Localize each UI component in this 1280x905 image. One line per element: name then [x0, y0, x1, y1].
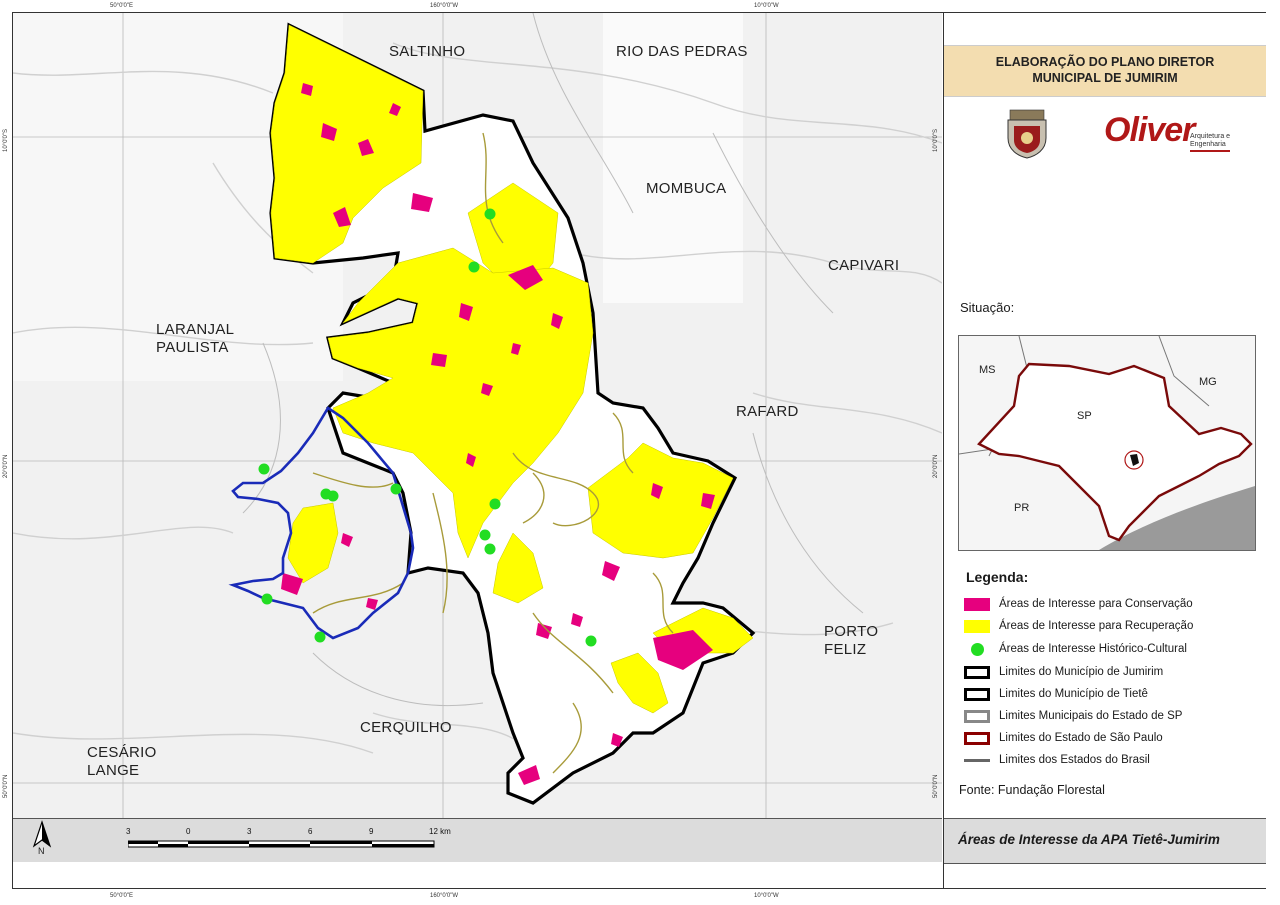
north-arrow-icon	[32, 820, 52, 848]
legend-outline-swatch	[964, 731, 990, 745]
grid-label-top-2: 160°0'0"W	[430, 3, 459, 9]
grid-label-right-2: 20°0'0"N	[933, 454, 939, 478]
legend-line-stroke	[964, 758, 990, 762]
inset-label-ms: MS	[979, 364, 996, 376]
legend-item: Limites Municipais do Estado de SP	[964, 708, 1182, 724]
place-rafard: RAFARD	[736, 403, 799, 420]
scale-tick-3: 6	[308, 827, 313, 836]
inset-label-sp: SP	[1077, 410, 1092, 422]
scale-bar	[128, 840, 435, 848]
situation-inset-map[interactable]: MS MG SP PR	[958, 335, 1256, 551]
legend-item: Áreas de Interesse Histórico-Cultural	[964, 641, 1187, 657]
scale-tick-2: 3	[247, 827, 252, 836]
historico-points	[258, 208, 597, 647]
place-cerquilho: CERQUILHO	[360, 719, 452, 736]
legend-label: Limites do Estado de São Paulo	[999, 732, 1163, 744]
oliver-underline	[1190, 150, 1230, 152]
situacao-label: Situação:	[960, 300, 1015, 315]
scale-tick-5: 12 km	[429, 827, 451, 836]
grid-label-top-1: 50°0'0"E	[110, 3, 134, 9]
oliver-logo: Oliver	[1104, 111, 1195, 149]
legend-item: Limites do Município de Tietê	[964, 686, 1148, 702]
place-porto-feliz: PORTO FELIZ	[824, 623, 879, 658]
header-line-1: ELABORAÇÃO DO PLANO DIRETOR	[995, 55, 1215, 69]
header-line-2: MUNICIPAL DE JUMIRIM	[1032, 71, 1178, 85]
legend-label: Limites do Município de Jumirim	[999, 666, 1164, 678]
legend-label: Limites dos Estados do Brasil	[999, 754, 1150, 766]
drainage-lines	[312, 132, 674, 774]
municipal-crest-icon	[1007, 109, 1047, 159]
grid-label-left-3: 50°0'0"N	[3, 774, 9, 798]
info-panel: ELABORAÇÃO DO PLANO DIRETOR MUNICIPAL DE…	[943, 13, 1266, 888]
legend-outline-swatch	[964, 665, 990, 679]
grid-label-right-3: 50°0'0"N	[933, 774, 939, 798]
grid-label-bottom-1: 50°0'0"E	[110, 893, 134, 899]
oliver-logo-sub: Arquitetura e Engenharia	[1190, 133, 1230, 149]
bottom-margin	[13, 862, 942, 888]
legend-outline-swatch	[964, 687, 990, 701]
inset-svg	[959, 336, 1255, 550]
basemap-svg	[13, 13, 942, 818]
legend-point-swatch	[964, 642, 990, 656]
inset-label-pr: PR	[1014, 502, 1030, 514]
legend-outline-swatch	[964, 709, 990, 723]
legend-label: Áreas de Interesse para Recuperação	[999, 620, 1194, 632]
legend-label: Limites Municipais do Estado de SP	[999, 710, 1183, 722]
map-title-box: Áreas de Interesse da APA Tietê-Jumirim	[944, 818, 1266, 864]
grid-label-top-3: 10°0'0"W	[754, 3, 779, 9]
municipal-limits	[242, 13, 864, 706]
legend-line-swatch	[964, 754, 990, 767]
place-saltinho: SALTINHO	[389, 43, 466, 60]
legend-item: Limites dos Estados do Brasil	[964, 752, 1150, 768]
scale-tick-4: 9	[369, 827, 374, 836]
grid-label-left-1: 10°0'0"S	[3, 128, 9, 152]
scale-tick-0: 3	[126, 827, 131, 836]
grid-label-right-1: 10°0'0"S	[933, 128, 939, 152]
recuperacao-areas	[270, 24, 754, 714]
grid-label-bottom-2: 160°0'0"W	[430, 893, 459, 899]
legend-label: Limites do Município de Tietê	[999, 688, 1148, 700]
legend-title: Legenda:	[966, 569, 1029, 585]
map-canvas[interactable]: SALTINHO RIO DAS PEDRAS MOMBUCA CAPIVARI…	[13, 13, 942, 818]
panel-header: ELABORAÇÃO DO PLANO DIRETOR MUNICIPAL DE…	[944, 45, 1266, 97]
sp-state-outline	[977, 362, 1253, 542]
legend-item: Limites do Estado de São Paulo	[964, 730, 1163, 746]
north-label: N	[38, 846, 45, 856]
conservacao-areas	[281, 83, 715, 785]
place-cesario-lange: CESÁRIO LANGE	[87, 744, 157, 779]
source-text: Fonte: Fundação Florestal	[959, 783, 1105, 797]
legend-item: Áreas de Interesse para Recuperação	[964, 618, 1193, 634]
legend-fill-swatch	[964, 619, 990, 633]
legend-item: Áreas de Interesse para Conservação	[964, 596, 1193, 612]
legend-label: Áreas de Interesse Histórico-Cultural	[999, 643, 1187, 655]
place-laranjal-paulista: LARANJAL PAULISTA	[156, 321, 235, 356]
place-capivari: CAPIVARI	[828, 257, 900, 274]
map-title: Áreas de Interesse da APA Tietê-Jumirim	[958, 832, 1220, 847]
grid-label-left-2: 20°0'0"N	[3, 454, 9, 478]
legend-label: Áreas de Interesse para Conservação	[999, 598, 1193, 610]
oliver-sub-1: Arquitetura e	[1190, 133, 1231, 140]
legend-point-dot	[970, 642, 984, 656]
tiete-boundary	[228, 406, 415, 640]
grid-label-bottom-3: 10°0'0"W	[754, 893, 779, 899]
inset-label-mg: MG	[1199, 376, 1217, 388]
legend-item: Limites do Município de Jumirim	[964, 664, 1163, 680]
legend-fill-swatch	[964, 597, 990, 611]
place-mombuca: MOMBUCA	[646, 180, 727, 197]
oliver-sub-2: Engenharia	[1190, 141, 1226, 148]
place-rio-das-pedras: RIO DAS PEDRAS	[616, 43, 748, 60]
scale-tick-1: 0	[186, 827, 191, 836]
